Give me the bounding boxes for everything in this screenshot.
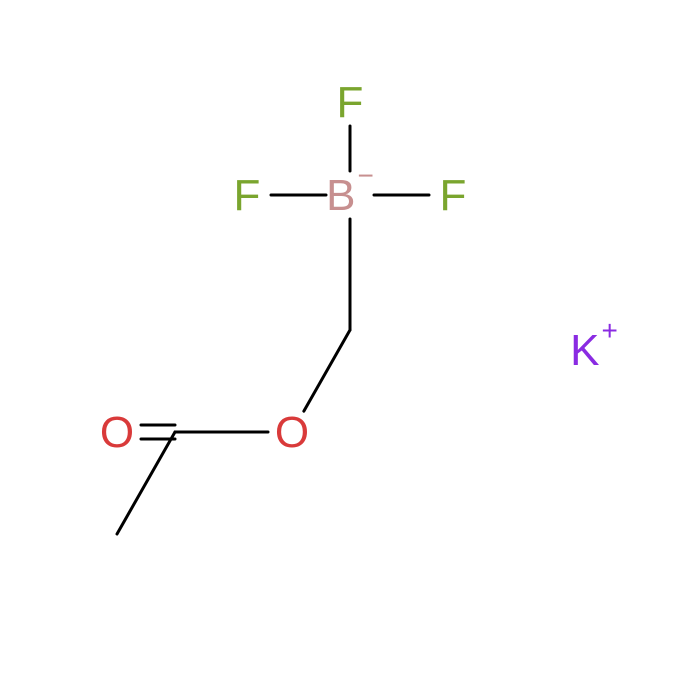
atom-symbol: O [275,408,309,457]
atom-symbol: F [440,171,467,220]
atom-symbol: F [234,171,261,220]
atom-symbol: O [100,408,134,457]
atom-F2: F [234,171,261,220]
atom-symbol: F [337,78,364,127]
molecule-diagram: B− F F F O O K+ [0,0,700,700]
atom-F3: F [440,171,467,220]
atom-charge: + [602,315,618,346]
atom-O2: O [100,408,134,457]
atom-charge: − [358,160,374,191]
atom-symbol: B [326,171,355,220]
atom-F1: F [337,78,364,127]
atom-O1: O [275,408,309,457]
atom-symbol: K [570,326,599,375]
